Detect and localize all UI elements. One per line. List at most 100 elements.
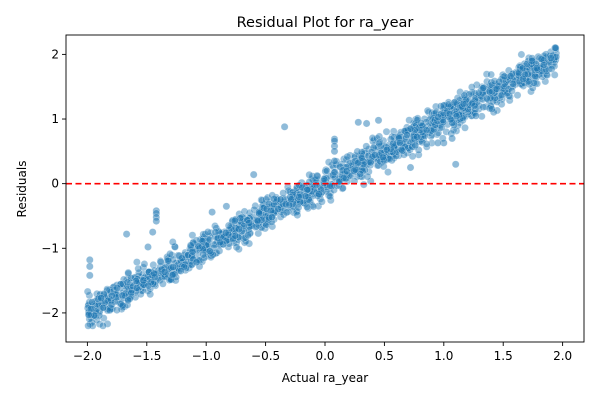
- scatter-point: [188, 247, 197, 256]
- scatter-point: [465, 90, 473, 99]
- scatter-point: [224, 221, 233, 230]
- scatter-point: [422, 142, 431, 151]
- scatter-point: [498, 95, 506, 103]
- scatter-point: [316, 195, 325, 203]
- scatter-point: [488, 87, 497, 96]
- scatter-point: [375, 139, 383, 148]
- scatter-point: [199, 230, 208, 239]
- scatter-point: [135, 269, 143, 277]
- scatter-point: [362, 119, 371, 128]
- scatter-point: [543, 71, 552, 79]
- scatter-point: [100, 290, 108, 298]
- scatter-point: [326, 192, 334, 201]
- scatter-point: [362, 142, 371, 151]
- scatter-point: [224, 230, 233, 239]
- scatter-point: [289, 200, 298, 208]
- scatter-point: [423, 106, 432, 115]
- scatter-point: [246, 213, 255, 221]
- scatter-point: [245, 209, 254, 217]
- x-tick-label: 1.5: [494, 349, 513, 363]
- y-tick-label: −2: [41, 306, 59, 320]
- scatter-point: [452, 112, 461, 120]
- scatter-point: [339, 184, 347, 192]
- scatter-point: [262, 205, 271, 213]
- scatter-point: [303, 185, 311, 194]
- scatter-point: [154, 274, 163, 283]
- scatter-point: [177, 267, 185, 275]
- y-tick-label: 0: [51, 177, 59, 191]
- y-axis-ticks: −2 −1 0 1 2: [41, 47, 66, 320]
- scatter-point: [222, 202, 231, 211]
- scatter-point: [270, 194, 278, 203]
- x-tick-label: −2.0: [73, 349, 102, 363]
- scatter-point: [342, 167, 351, 175]
- scatter-point: [156, 258, 165, 266]
- scatter-point: [187, 261, 196, 269]
- scatter-point: [132, 287, 140, 295]
- scatter-point: [336, 162, 345, 171]
- scatter-point: [452, 107, 461, 116]
- scatter-point: [479, 103, 488, 111]
- scatter-point: [144, 243, 152, 251]
- scatter-point: [245, 239, 253, 248]
- scatter-point: [405, 116, 414, 124]
- scatter-point: [521, 70, 529, 79]
- scatter-point: [95, 320, 104, 328]
- scatter-point: [504, 85, 513, 93]
- scatter-point: [309, 202, 318, 211]
- scatter-points: [83, 44, 561, 330]
- scatter-point: [264, 199, 273, 208]
- scatter-point: [513, 91, 522, 99]
- scatter-point: [314, 190, 323, 198]
- scatter-point: [195, 262, 204, 271]
- scatter-point: [518, 64, 527, 73]
- scatter-point: [116, 300, 125, 308]
- scatter-point: [200, 254, 208, 262]
- scatter-point: [436, 102, 445, 110]
- scatter-point: [375, 151, 384, 160]
- scatter-point: [194, 242, 203, 250]
- scatter-point: [418, 138, 427, 146]
- scatter-point: [509, 82, 517, 91]
- y-tick-label: 2: [51, 47, 59, 61]
- scatter-point: [204, 228, 212, 236]
- scatter-point: [452, 127, 461, 135]
- scatter-point: [286, 193, 294, 201]
- scatter-point: [516, 63, 525, 71]
- scatter-point: [486, 102, 495, 110]
- scatter-point: [410, 135, 419, 143]
- scatter-point: [506, 72, 515, 80]
- scatter-point: [164, 256, 173, 265]
- scatter-point: [545, 65, 553, 73]
- scatter-point: [433, 117, 442, 125]
- scatter-point: [421, 131, 429, 140]
- scatter-point: [472, 112, 480, 120]
- scatter-point: [99, 321, 107, 330]
- scatter-point: [253, 216, 262, 225]
- scatter-point: [354, 118, 363, 127]
- scatter-point: [208, 208, 216, 216]
- scatter-point: [509, 80, 517, 88]
- scatter-point: [468, 99, 476, 108]
- scatter-point: [324, 191, 333, 200]
- scatter-point: [255, 209, 264, 218]
- scatter-point: [519, 75, 528, 83]
- chart-title: Residual Plot for ra_year: [237, 15, 414, 31]
- scatter-point: [168, 271, 177, 279]
- scatter-point: [461, 99, 470, 108]
- scatter-point: [140, 260, 149, 268]
- scatter-point: [174, 264, 182, 273]
- scatter-point: [84, 321, 92, 330]
- scatter-point: [177, 262, 186, 271]
- scatter-point: [99, 314, 108, 323]
- scatter-point: [188, 231, 197, 239]
- scatter-point: [133, 258, 141, 266]
- scatter-point: [527, 59, 536, 67]
- scatter-point: [247, 221, 256, 230]
- scatter-point: [414, 150, 423, 159]
- scatter-point: [418, 122, 427, 130]
- scatter-point: [170, 270, 179, 279]
- scatter-point: [132, 284, 141, 292]
- scatter-point: [474, 88, 483, 97]
- scatter-point: [487, 70, 495, 79]
